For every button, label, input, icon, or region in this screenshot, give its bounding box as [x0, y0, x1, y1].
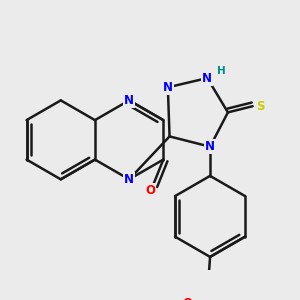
- Text: H: H: [218, 65, 226, 76]
- Text: N: N: [163, 81, 173, 94]
- Text: N: N: [124, 173, 134, 186]
- Text: N: N: [205, 140, 215, 153]
- Text: S: S: [256, 100, 264, 113]
- Text: N: N: [124, 94, 134, 107]
- Text: N: N: [202, 72, 212, 85]
- Text: O: O: [183, 297, 193, 300]
- Text: O: O: [145, 184, 155, 197]
